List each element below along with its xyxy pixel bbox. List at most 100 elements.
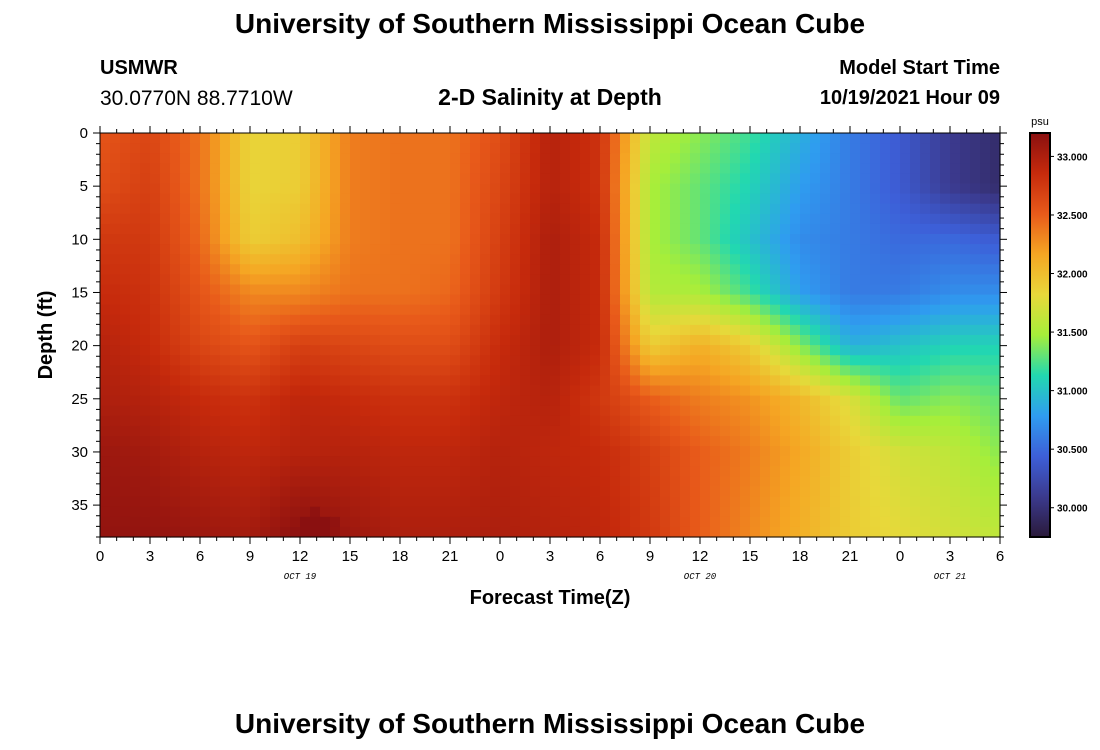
heatmap-cell (180, 355, 191, 366)
heatmap-cell (580, 304, 591, 316)
heatmap-cell (710, 405, 721, 417)
heatmap-cell (120, 436, 131, 447)
heatmap-cell (500, 425, 511, 437)
heatmap-cell (190, 294, 201, 306)
heatmap-cell (750, 284, 761, 296)
heatmap-cell (180, 486, 191, 498)
heatmap-cell (760, 324, 771, 336)
heatmap-cell (790, 244, 801, 255)
heatmap-cell (910, 244, 921, 255)
heatmap-cell (320, 223, 331, 235)
heatmap-cell (680, 415, 691, 427)
heatmap-cell (300, 355, 311, 366)
heatmap-cell (840, 254, 851, 265)
heatmap-cell (280, 143, 291, 154)
heatmap-cell (190, 264, 201, 275)
heatmap-cell (990, 163, 1001, 174)
heatmap-cell (880, 345, 891, 356)
heatmap-cell (340, 395, 351, 407)
heatmap-cell (430, 506, 441, 518)
heatmap-cell (830, 234, 841, 245)
heatmap-cell (690, 365, 701, 376)
heatmap-cell (870, 486, 881, 498)
heatmap-cell (580, 375, 591, 387)
heatmap-cell (360, 254, 371, 265)
heatmap-cell (620, 335, 631, 346)
heatmap-cell (250, 486, 261, 498)
heatmap-cell (160, 506, 171, 518)
heatmap-cell (170, 486, 181, 498)
heatmap-cell (310, 526, 321, 538)
heatmap-cell (310, 466, 321, 477)
station-id: USMWR (100, 57, 178, 79)
heatmap-cell (350, 294, 361, 306)
heatmap-cell (220, 294, 231, 306)
x-tick-label: 6 (596, 548, 604, 565)
heatmap-cell (580, 183, 591, 195)
heatmap-cell (630, 223, 641, 235)
heatmap-cell (930, 244, 941, 255)
heatmap-cell (530, 446, 541, 457)
heatmap-cell (750, 436, 761, 447)
heatmap-cell (150, 254, 161, 265)
heatmap-cell (700, 153, 711, 164)
heatmap-cell (800, 385, 811, 397)
heatmap-cell (690, 496, 701, 508)
heatmap-cell (910, 335, 921, 346)
heatmap-cell (750, 476, 761, 488)
heatmap-cell (760, 456, 771, 467)
heatmap-cell (230, 526, 241, 538)
x-tick-label: 12 (692, 548, 709, 565)
heatmap-cell (570, 294, 581, 306)
heatmap-cell (590, 163, 601, 174)
heatmap-cell (350, 314, 361, 326)
heatmap-cell (390, 506, 401, 518)
heatmap-cell (300, 365, 311, 376)
heatmap-cell (210, 355, 221, 366)
heatmap-cell (380, 506, 391, 518)
heatmap-cell (940, 173, 951, 185)
heatmap-cell (150, 355, 161, 366)
heatmap-cell (220, 425, 231, 437)
heatmap-cell (510, 304, 521, 316)
heatmap-cell (510, 335, 521, 346)
heatmap-cell (960, 183, 971, 195)
heatmap-cell (590, 213, 601, 225)
heatmap-cell (870, 355, 881, 366)
heatmap-cell (240, 395, 251, 407)
heatmap-cell (460, 213, 471, 225)
heatmap-cell (130, 395, 141, 407)
heatmap-cell (690, 203, 701, 215)
heatmap-cell (140, 284, 151, 296)
heatmap-cell (270, 436, 281, 447)
heatmap-cell (940, 415, 951, 427)
heatmap-cell (340, 163, 351, 174)
heatmap-cell (980, 284, 991, 296)
heatmap-cell (990, 446, 1001, 457)
heatmap-cell (720, 304, 731, 316)
heatmap-cell (240, 143, 251, 154)
heatmap-cell (840, 143, 851, 154)
heatmap-cell (970, 506, 981, 518)
heatmap-cell (330, 355, 341, 366)
heatmap-cell (580, 153, 591, 164)
heatmap-cell (550, 254, 561, 265)
heatmap-cell (230, 496, 241, 508)
heatmap-cell (980, 446, 991, 457)
heatmap-cell (270, 294, 281, 306)
heatmap-cell (100, 234, 111, 245)
heatmap-cell (950, 254, 961, 265)
heatmap-cell (110, 395, 121, 407)
heatmap-cell (140, 395, 151, 407)
heatmap-cell (830, 456, 841, 467)
heatmap-cell (400, 324, 411, 336)
heatmap-cell (150, 425, 161, 437)
heatmap-cell (220, 415, 231, 427)
heatmap-cell (920, 436, 931, 447)
heatmap-cell (470, 355, 481, 366)
heatmap-cell (830, 304, 841, 316)
heatmap-cell (900, 335, 911, 346)
heatmap-cell (550, 466, 561, 477)
heatmap-cell (410, 254, 421, 265)
heatmap-cell (780, 526, 791, 538)
